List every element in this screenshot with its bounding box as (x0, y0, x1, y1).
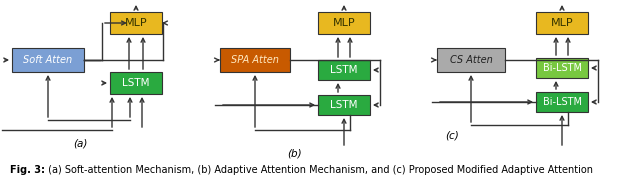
Text: MLP: MLP (550, 18, 573, 28)
FancyBboxPatch shape (536, 12, 588, 34)
FancyBboxPatch shape (318, 95, 370, 115)
Text: (a): (a) (73, 138, 87, 148)
FancyBboxPatch shape (110, 72, 162, 94)
FancyBboxPatch shape (536, 92, 588, 112)
Text: MLP: MLP (125, 18, 147, 28)
Text: LSTM: LSTM (330, 65, 358, 75)
Text: Soft Atten: Soft Atten (24, 55, 72, 65)
FancyBboxPatch shape (318, 12, 370, 34)
FancyBboxPatch shape (536, 58, 588, 78)
FancyBboxPatch shape (12, 48, 84, 72)
Text: LSTM: LSTM (122, 78, 150, 88)
Text: SPA Atten: SPA Atten (231, 55, 279, 65)
Text: (b): (b) (288, 148, 302, 158)
Text: MLP: MLP (333, 18, 355, 28)
Text: (c): (c) (445, 130, 459, 140)
Text: LSTM: LSTM (330, 100, 358, 110)
FancyBboxPatch shape (437, 48, 505, 72)
Text: Fig. 3:: Fig. 3: (10, 165, 45, 175)
Text: Bi-LSTM: Bi-LSTM (543, 63, 582, 73)
FancyBboxPatch shape (318, 60, 370, 80)
FancyBboxPatch shape (220, 48, 290, 72)
FancyBboxPatch shape (110, 12, 162, 34)
Text: (a) Soft-attention Mechanism, (b) Adaptive Attention Mechanism, and (c) Proposed: (a) Soft-attention Mechanism, (b) Adapti… (45, 165, 593, 175)
Text: Bi-LSTM: Bi-LSTM (543, 97, 582, 107)
Text: CS Atten: CS Atten (450, 55, 492, 65)
